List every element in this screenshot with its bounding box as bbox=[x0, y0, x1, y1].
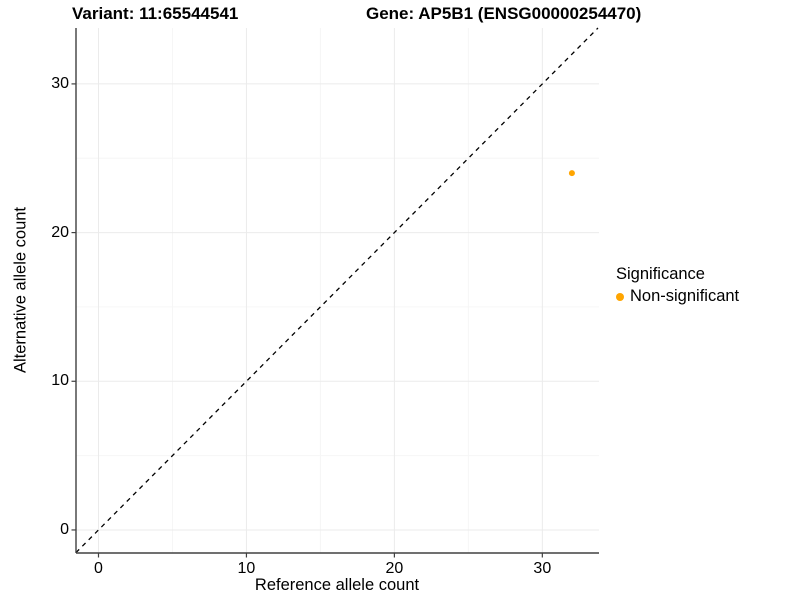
chart-title-variant: Variant: 11:65544541 bbox=[72, 4, 239, 23]
y-tick-label: 20 bbox=[51, 223, 69, 241]
legend-title: Significance bbox=[616, 265, 705, 283]
x-axis-title: Reference allele count bbox=[254, 576, 420, 594]
x-tick-label: 0 bbox=[94, 560, 103, 577]
y-tick-label: 0 bbox=[60, 520, 69, 538]
identity-line bbox=[75, 27, 599, 554]
y-tick-label: 30 bbox=[51, 74, 69, 92]
y-tick-label: 10 bbox=[51, 372, 69, 390]
x-tick-label: 30 bbox=[533, 560, 552, 577]
legend-point-icon bbox=[616, 292, 624, 301]
data-point bbox=[568, 170, 575, 177]
x-tick-label: 10 bbox=[237, 560, 256, 577]
legend: Significance Non-significant bbox=[616, 265, 739, 306]
x-tick-label: 20 bbox=[385, 560, 404, 577]
y-axis-title: Alternative allele count bbox=[11, 206, 30, 374]
chart-title-gene: Gene: AP5B1 (ENSG00000254470) bbox=[366, 4, 642, 23]
legend-entry-label: Non-significant bbox=[630, 287, 740, 305]
legend-entry-non-significant: Non-significant bbox=[616, 287, 739, 306]
